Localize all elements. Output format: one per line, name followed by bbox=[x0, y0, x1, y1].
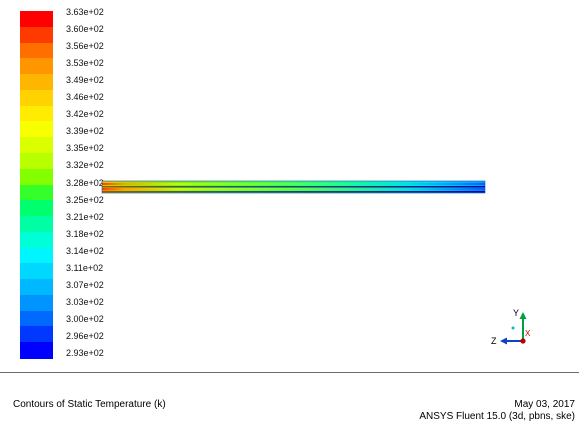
colorbar-tick-label: 3.14e+02 bbox=[66, 245, 104, 256]
colorbar-tick-label: 2.93e+02 bbox=[66, 348, 104, 358]
colorbar-swatch bbox=[20, 105, 53, 122]
colorbar-swatch bbox=[20, 58, 53, 75]
colorbar-tick-label: 3.11e+02 bbox=[66, 262, 104, 273]
x-axis-label: X bbox=[525, 329, 531, 338]
temperature-colorbar bbox=[20, 11, 53, 359]
colorbar-tick-label: 3.46e+02 bbox=[66, 92, 104, 103]
x-axis-origin bbox=[520, 338, 526, 344]
colorbar-tick-label: 3.21e+02 bbox=[66, 211, 104, 222]
y-axis-label: Y bbox=[513, 308, 519, 318]
axes-triad: Y Z X bbox=[490, 305, 540, 355]
colorbar-swatch bbox=[20, 168, 53, 186]
colorbar-tick-label: 3.53e+02 bbox=[66, 58, 104, 69]
colorbar-swatch bbox=[20, 200, 53, 217]
colorbar-swatch bbox=[20, 152, 53, 170]
colorbar-swatch bbox=[20, 279, 53, 296]
colorbar-swatch bbox=[20, 42, 53, 59]
colorbar-swatch bbox=[20, 263, 53, 280]
colorbar-tick-label: 3.32e+02 bbox=[66, 160, 104, 171]
colorbar-swatch bbox=[20, 231, 53, 249]
z-axis-label: Z bbox=[491, 336, 497, 346]
colorbar-swatch bbox=[20, 342, 53, 359]
colorbar-tick-label: 2.96e+02 bbox=[66, 330, 104, 341]
colorbar-tick-label: 3.25e+02 bbox=[66, 194, 104, 205]
plot-title: Contours of Static Temperature (k) bbox=[13, 399, 166, 410]
colorbar-tick-label: 3.18e+02 bbox=[66, 228, 104, 239]
colorbar-tick-label: 3.28e+02 bbox=[66, 177, 104, 188]
colorbar-swatch bbox=[20, 137, 53, 154]
colorbar-swatch bbox=[20, 216, 53, 233]
graphics-viewport[interactable]: 3.63e+02 3.60e+02 3.56e+02 3.53e+02 3.49e+02… bbox=[0, 0, 579, 370]
colorbar-swatch bbox=[20, 89, 53, 107]
colorbar-tick-label: 3.63e+02 bbox=[66, 7, 104, 17]
colorbar-swatch bbox=[20, 11, 53, 28]
colorbar-swatch bbox=[20, 310, 53, 328]
colorbar-swatch bbox=[20, 247, 53, 264]
colorbar-swatch bbox=[20, 121, 53, 138]
colorbar-tick-label: 3.03e+02 bbox=[66, 296, 104, 307]
colorbar-swatch bbox=[20, 294, 53, 312]
colorbar-tick-label: 3.56e+02 bbox=[66, 41, 104, 52]
colorbar-tick-label: 3.42e+02 bbox=[66, 109, 104, 120]
colorbar-swatch bbox=[20, 326, 53, 343]
pipe-geometry bbox=[101, 180, 486, 194]
colorbar-tick-label: 3.39e+02 bbox=[66, 126, 104, 137]
colorbar-tick-label: 3.07e+02 bbox=[66, 279, 104, 290]
colorbar-tick-label: 3.35e+02 bbox=[66, 143, 104, 154]
solver-version: ANSYS Fluent 15.0 (3d, pbns, ske) bbox=[419, 411, 575, 422]
colorbar-swatch bbox=[20, 74, 53, 91]
pipe-contour-plot bbox=[101, 180, 486, 194]
colorbar-swatch bbox=[20, 184, 53, 201]
colorbar-swatch bbox=[20, 26, 53, 44]
plot-date: May 03, 2017 bbox=[514, 399, 575, 410]
colorbar-tick-label: 3.00e+02 bbox=[66, 313, 104, 324]
plot-footer: Contours of Static Temperature (k) May 0… bbox=[0, 372, 579, 429]
colorbar-tick-label: 3.60e+02 bbox=[66, 24, 104, 35]
colorbar-tick-label: 3.49e+02 bbox=[66, 75, 104, 86]
